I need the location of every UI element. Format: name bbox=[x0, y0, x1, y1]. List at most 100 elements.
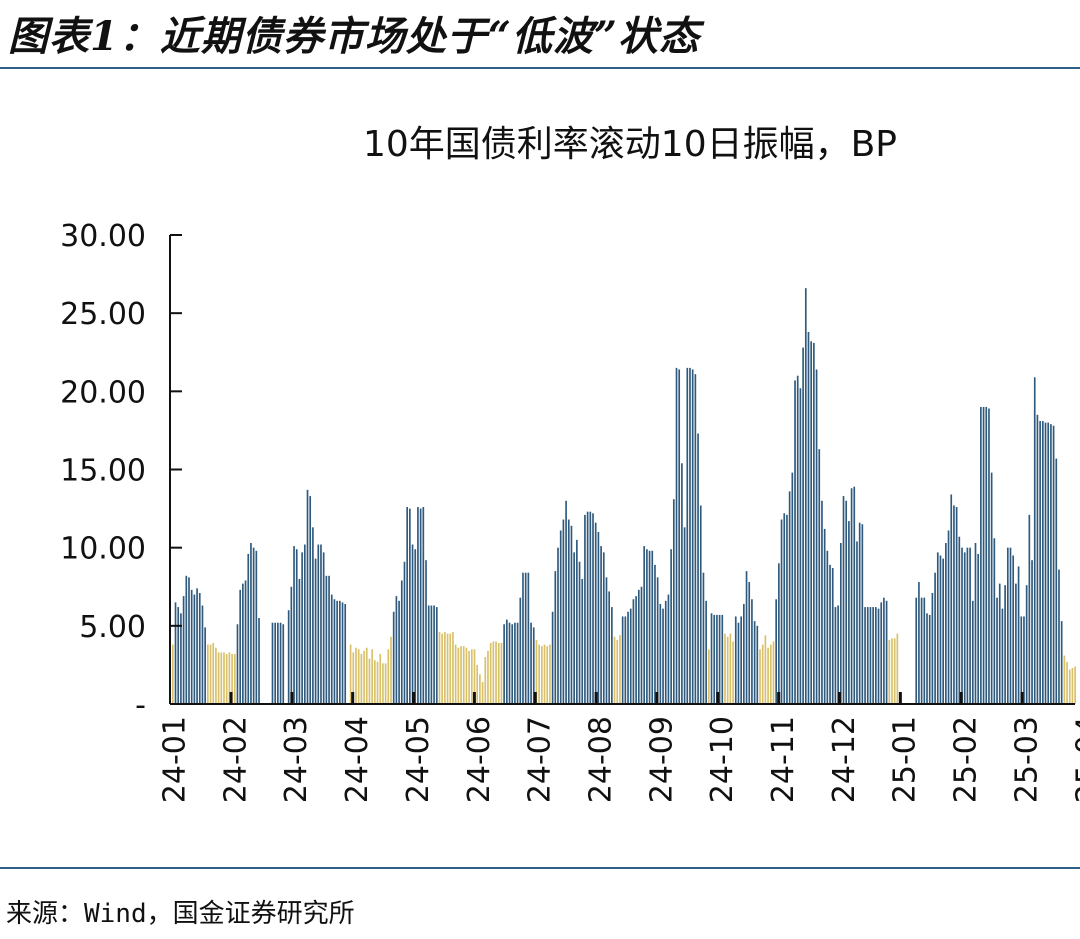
x-tick-label: 24-05 bbox=[401, 716, 436, 803]
bar bbox=[589, 511, 592, 704]
bar-chart: 10年国债利率滚动10日振幅，BP - 5.00 10.00 15.00 20.00 25… bbox=[60, 124, 1080, 803]
bar bbox=[780, 519, 783, 704]
bar bbox=[1006, 547, 1009, 704]
bar bbox=[255, 550, 258, 704]
bar bbox=[1020, 616, 1023, 704]
bar bbox=[608, 591, 611, 704]
bar bbox=[1055, 458, 1058, 704]
bar bbox=[939, 555, 942, 704]
bar bbox=[508, 622, 511, 704]
bar bbox=[433, 605, 435, 704]
bar bbox=[551, 611, 554, 704]
bar bbox=[778, 563, 780, 704]
bar bbox=[341, 602, 344, 704]
bar bbox=[996, 597, 998, 704]
bar bbox=[400, 580, 403, 704]
x-tick-label: 24-01 bbox=[158, 716, 193, 803]
bar bbox=[815, 369, 818, 704]
bar bbox=[831, 567, 834, 704]
bar bbox=[293, 546, 295, 704]
y-tick-label: 30.00 bbox=[60, 219, 146, 254]
bar bbox=[239, 589, 242, 704]
bar bbox=[845, 500, 848, 704]
bar bbox=[454, 644, 457, 704]
top-divider bbox=[0, 67, 1080, 69]
bar bbox=[409, 508, 411, 704]
bar bbox=[484, 657, 487, 704]
bar bbox=[751, 599, 753, 704]
bar bbox=[586, 511, 589, 704]
bar bbox=[554, 571, 557, 704]
bar bbox=[177, 607, 180, 704]
bar bbox=[360, 653, 363, 704]
x-tick-label: 25-03 bbox=[1009, 716, 1044, 803]
bar bbox=[277, 622, 279, 704]
bar bbox=[198, 593, 201, 704]
bar bbox=[322, 552, 325, 704]
bar bbox=[449, 633, 452, 704]
bar bbox=[419, 508, 422, 704]
bar bbox=[524, 572, 527, 704]
bar bbox=[301, 552, 303, 704]
bar bbox=[823, 528, 826, 704]
bar bbox=[726, 636, 729, 704]
bar bbox=[947, 530, 950, 704]
bar bbox=[767, 647, 769, 704]
bar bbox=[395, 596, 398, 704]
bar bbox=[567, 519, 570, 704]
bar bbox=[794, 380, 796, 704]
bar bbox=[640, 586, 643, 704]
bar bbox=[874, 607, 877, 704]
bar bbox=[616, 639, 619, 704]
bar-series bbox=[172, 288, 1076, 704]
bar bbox=[945, 542, 947, 704]
bar bbox=[686, 367, 689, 704]
bar bbox=[756, 625, 759, 704]
bar bbox=[675, 367, 678, 704]
bar bbox=[670, 549, 672, 704]
bar bbox=[969, 547, 971, 704]
bar bbox=[236, 624, 239, 704]
bar bbox=[759, 649, 761, 704]
x-tick-label: 24-09 bbox=[644, 716, 679, 803]
bar bbox=[527, 572, 530, 704]
bar bbox=[581, 578, 584, 704]
bar bbox=[710, 613, 713, 704]
bar bbox=[295, 549, 298, 704]
bar bbox=[538, 644, 540, 704]
bar bbox=[600, 546, 602, 704]
bar bbox=[514, 622, 516, 704]
bar bbox=[282, 624, 285, 704]
bar bbox=[869, 607, 872, 704]
bar bbox=[430, 605, 433, 704]
bar bbox=[597, 532, 600, 704]
bar bbox=[853, 486, 856, 704]
bar bbox=[487, 650, 489, 704]
y-tick-label: 20.00 bbox=[60, 375, 146, 410]
bar bbox=[228, 652, 231, 704]
bar bbox=[250, 542, 252, 704]
bar bbox=[918, 582, 920, 704]
bar bbox=[398, 600, 400, 704]
bar bbox=[557, 547, 559, 704]
x-tick-label: 25-04 bbox=[1070, 716, 1080, 803]
bar bbox=[737, 622, 740, 704]
bar bbox=[309, 496, 312, 704]
y-axis: - 5.00 10.00 15.00 20.00 25.00 30.00 bbox=[60, 219, 182, 723]
bar bbox=[403, 561, 406, 704]
bar bbox=[207, 644, 209, 704]
bar bbox=[619, 635, 621, 704]
bar bbox=[543, 644, 546, 704]
bar bbox=[306, 489, 309, 704]
bar bbox=[821, 500, 823, 704]
bar bbox=[441, 633, 444, 704]
bar bbox=[233, 653, 236, 704]
bar bbox=[923, 597, 926, 704]
bar bbox=[961, 547, 963, 704]
bar bbox=[691, 369, 694, 704]
source-note: 来源：Wind，国金证券研究所 bbox=[6, 899, 355, 929]
bar bbox=[325, 575, 328, 704]
bar bbox=[974, 542, 977, 704]
bar bbox=[578, 561, 581, 704]
bar bbox=[629, 608, 632, 704]
